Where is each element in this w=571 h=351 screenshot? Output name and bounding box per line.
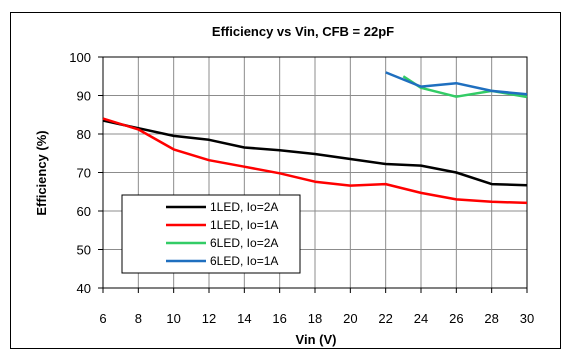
chart-frame	[10, 12, 561, 349]
chart-title: Efficiency vs Vin, CFB = 22pF	[212, 24, 394, 39]
y-tick-label: 80	[77, 127, 91, 142]
legend-label: 1LED, Io=1A	[210, 218, 278, 232]
y-tick-label: 60	[77, 204, 91, 219]
x-tick-label: 8	[135, 311, 142, 326]
x-axis: 6 8 10 12 14 16 18 20 22 24 26 28 30	[99, 288, 534, 326]
y-axis: 40 50 60 70 80 90 100	[69, 50, 103, 296]
x-tick-label: 6	[99, 311, 106, 326]
y-tick-label: 90	[77, 89, 91, 104]
series-line-1	[102, 119, 528, 187]
legend-label: 6LED, Io=2A	[210, 236, 278, 250]
y-tick-label: 40	[77, 281, 91, 296]
series-lines	[102, 71, 528, 205]
x-tick-label: 20	[343, 311, 357, 326]
legend-label: 6LED, Io=1A	[210, 254, 278, 268]
x-tick-label: 16	[272, 311, 286, 326]
x-tick-label: 30	[520, 311, 534, 326]
series-line-2	[102, 117, 528, 205]
y-tick-label: 70	[77, 166, 91, 181]
x-tick-label: 22	[378, 311, 392, 326]
y-axis-title: Efficiency (%)	[34, 130, 49, 215]
x-tick-label: 24	[414, 311, 428, 326]
x-tick-label: 14	[237, 311, 251, 326]
x-axis-title: Vin (V)	[296, 332, 337, 347]
x-tick-label: 18	[308, 311, 322, 326]
x-tick-label: 26	[449, 311, 463, 326]
legend-label: 1LED, Io=2A	[210, 200, 278, 214]
legend-box	[121, 194, 301, 274]
x-tick-label: 10	[166, 311, 180, 326]
legend: 1LED, Io=2A 1LED, Io=1A 6LED, Io=2A 6LED, I…	[121, 194, 301, 274]
x-tick-label: 12	[202, 311, 216, 326]
x-tick-label: 28	[484, 311, 498, 326]
y-tick-label: 100	[69, 50, 91, 65]
series-line-4	[385, 71, 528, 96]
y-tick-label: 50	[77, 243, 91, 258]
